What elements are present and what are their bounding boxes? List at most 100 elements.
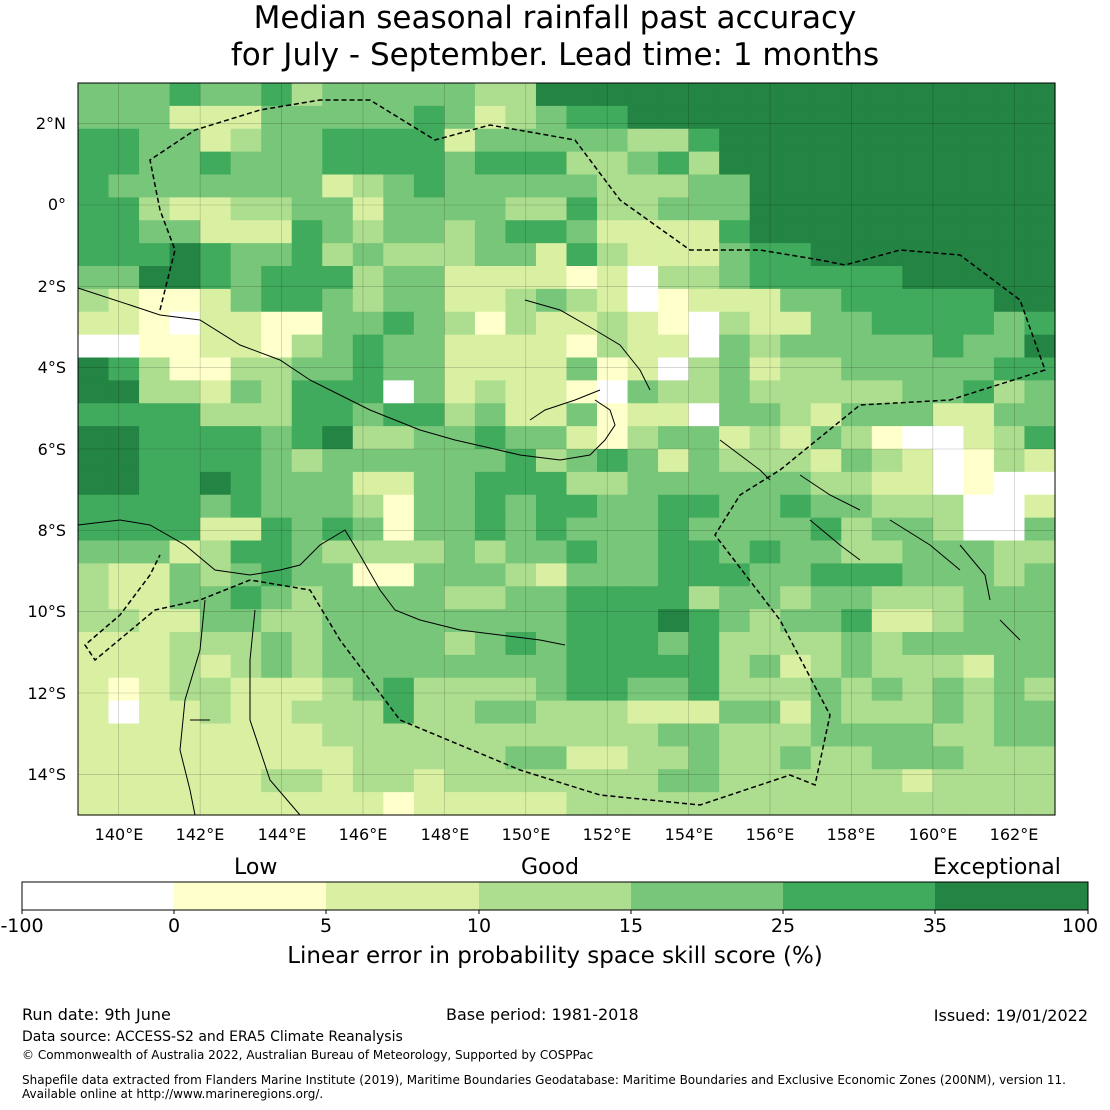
lon-tick-label: 156°E [746,825,795,844]
skill-cell [352,517,384,542]
skill-cell [200,632,232,656]
skill-cell [108,174,140,198]
skill-cell [444,471,476,496]
skill-cell [993,151,1026,176]
skill-cell [902,357,934,381]
skill-cell [139,769,171,793]
skill-cell [383,380,415,404]
skill-cell [993,769,1026,793]
skill-cell [322,471,354,496]
skill-cell [719,494,751,519]
skill-cell [169,105,201,130]
skill-cell [474,197,507,221]
skill-cell [322,288,354,313]
skill-cell [688,288,720,313]
skill-cell [291,769,323,793]
skill-cell [658,243,690,267]
skill-cell [169,334,201,359]
skill-cell [78,243,110,267]
skill-cell [597,151,629,176]
skill-cell [200,540,232,564]
skill-cell [505,609,537,633]
skill-cell [597,586,629,610]
skill-cell [841,563,873,587]
skill-cell [139,609,171,633]
skill-cell [139,449,171,473]
skill-cell [597,449,629,473]
skill-cell [749,174,781,198]
skill-cell [169,220,201,244]
skill-cell [291,151,323,176]
skill-cell [413,220,445,244]
skill-cell [383,449,415,473]
skill-cell [719,792,751,816]
skill-cell [688,83,720,107]
skill-cell [352,494,384,519]
skill-cell [413,128,445,153]
skill-cell [352,792,384,816]
skill-cell [322,494,354,519]
skill-cell [810,220,842,244]
skill-cell [841,128,873,153]
skill-cell [658,494,690,519]
skill-cell [474,83,507,107]
skill-cell [841,311,873,336]
skill-cell [505,288,537,313]
skill-cell [902,677,934,702]
skill-cell [291,700,323,725]
skill-cell [688,540,720,564]
skill-cell [780,700,812,725]
skill-cell [719,105,751,130]
skill-cell [688,243,720,267]
skill-cell [993,586,1026,610]
skill-cell [780,792,812,816]
skill-cell [261,609,293,633]
skill-cell [474,449,507,473]
skill-cell [841,334,873,359]
skill-cell [1024,654,1056,679]
map-title-line-1: Median seasonal rainfall past accuracy [253,0,857,36]
skill-cell [841,746,873,770]
skill-cell [139,357,171,381]
skill-cell [261,517,293,542]
skill-cell [200,128,232,153]
skill-cell [444,311,476,336]
lon-tick-label: 158°E [827,825,876,844]
skill-cell [993,677,1026,702]
skill-cell [291,288,323,313]
skill-cell [383,426,415,450]
skill-cell [902,334,934,359]
skill-cell [261,746,293,770]
skill-cell [230,220,262,244]
skill-cell [108,586,140,610]
skill-cell [200,288,232,313]
shapefile-credit-line-2: Available online at http://www.marinereg… [22,1087,324,1101]
skill-cell [352,700,384,725]
lat-tick-label: 6°S [38,440,66,459]
skill-cell [810,380,842,404]
skill-cell [719,334,751,359]
skill-cell [871,677,903,702]
skill-cell [352,174,384,198]
skill-cell [963,266,995,290]
skill-cell [1024,151,1056,176]
skill-cell [474,220,507,244]
skill-cell [780,174,812,198]
skill-cell [719,311,751,336]
skill-cell [261,105,293,130]
skill-cell [474,632,507,656]
colorbar-segment [326,882,479,910]
skill-cell [261,403,293,427]
skill-cell [902,266,934,290]
skill-cell [688,266,720,290]
skill-cell [230,449,262,473]
skill-cell [230,746,262,770]
skill-cell [871,494,903,519]
skill-cell [261,769,293,793]
skill-cell [108,380,140,404]
skill-cell [566,517,598,542]
skill-cell [871,746,903,770]
skill-cell [627,105,659,130]
skill-cell [108,128,140,153]
skill-cell [78,449,110,473]
